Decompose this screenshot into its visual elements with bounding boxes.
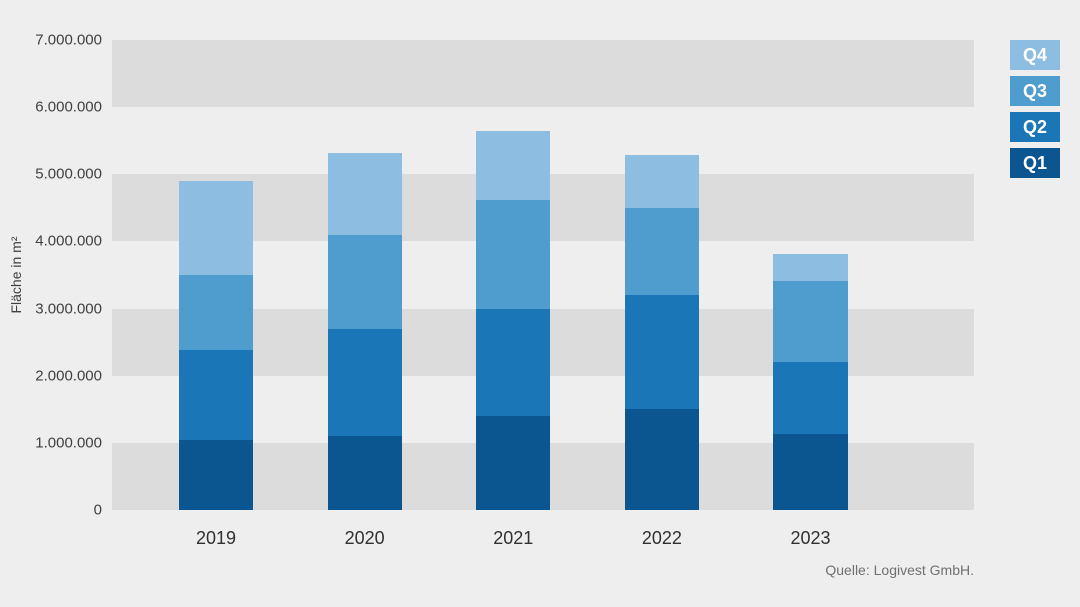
legend: Q4 Q3 Q2 Q1	[1010, 40, 1060, 184]
bar-seg-2021-Q3	[476, 200, 550, 309]
y-tick-label: 6.000.000	[35, 99, 112, 116]
bar-seg-2019-Q3	[179, 275, 253, 350]
chart-canvas: 0 1.000.000 2.000.000 3.000.000 4.000.000 5.0…	[0, 0, 1080, 607]
x-tick-label: 2022	[642, 510, 682, 549]
bar-seg-2021-Q4	[476, 131, 550, 199]
y-tick-label: 4.000.000	[35, 233, 112, 250]
legend-item-Q2: Q2	[1010, 112, 1060, 142]
bar-seg-2022-Q1	[625, 409, 699, 510]
y-tick-label: 7.000.000	[35, 32, 112, 49]
bar-seg-2019-Q2	[179, 350, 253, 439]
y-tick-label: 2.000.000	[35, 367, 112, 384]
bar-seg-2019-Q1	[179, 440, 253, 511]
bar-seg-2023-Q4	[773, 254, 847, 281]
y-axis-title: Fläche in m²	[8, 236, 24, 313]
bar-seg-2020-Q2	[328, 329, 402, 436]
bar-seg-2020-Q1	[328, 436, 402, 510]
bar-seg-2020-Q4	[328, 153, 402, 235]
x-tick-label: 2023	[790, 510, 830, 549]
legend-item-Q1: Q1	[1010, 148, 1060, 178]
bar-seg-2022-Q2	[625, 295, 699, 409]
legend-item-Q3: Q3	[1010, 76, 1060, 106]
bar-seg-2023-Q3	[773, 281, 847, 362]
bar-seg-2023-Q2	[773, 362, 847, 434]
grid-band	[112, 40, 974, 107]
bar-seg-2021-Q1	[476, 416, 550, 510]
x-tick-label: 2020	[345, 510, 385, 549]
bar-seg-2019-Q4	[179, 181, 253, 275]
y-tick-label: 1.000.000	[35, 434, 112, 451]
source-text: Quelle: Logivest GmbH.	[825, 562, 974, 578]
bar-seg-2020-Q3	[328, 235, 402, 329]
bar-seg-2022-Q3	[625, 208, 699, 295]
y-tick-label: 3.000.000	[35, 300, 112, 317]
plot-area: 01.000.0002.000.0003.000.0004.000.0005.0…	[112, 40, 974, 510]
y-tick-label: 0	[94, 502, 112, 519]
bar-seg-2022-Q4	[625, 155, 699, 208]
x-tick-label: 2021	[493, 510, 533, 549]
x-tick-label: 2019	[196, 510, 236, 549]
y-tick-label: 5.000.000	[35, 166, 112, 183]
bar-seg-2023-Q1	[773, 434, 847, 510]
legend-item-Q4: Q4	[1010, 40, 1060, 70]
bar-seg-2021-Q2	[476, 309, 550, 416]
